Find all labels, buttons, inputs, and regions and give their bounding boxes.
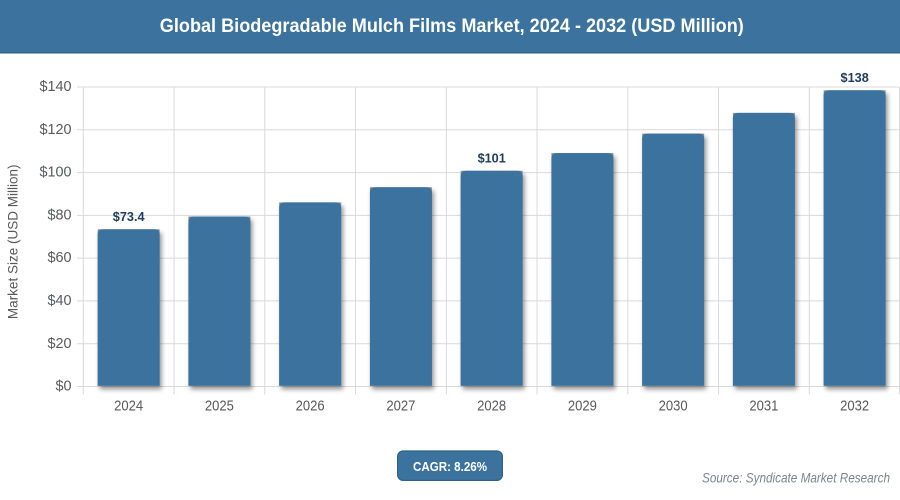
svg-text:CAGR: 8.26%: CAGR: 8.26% xyxy=(413,460,487,474)
svg-text:$40: $40 xyxy=(47,293,71,309)
svg-text:$80: $80 xyxy=(47,207,71,223)
svg-text:2032: 2032 xyxy=(840,399,869,415)
svg-text:2030: 2030 xyxy=(659,399,688,415)
svg-text:2028: 2028 xyxy=(477,399,506,415)
svg-text:$0: $0 xyxy=(55,379,71,395)
svg-text:$120: $120 xyxy=(39,122,71,138)
svg-text:Global Biodegradable Mulch Fil: Global Biodegradable Mulch Films Market,… xyxy=(160,15,744,37)
svg-text:$73.4: $73.4 xyxy=(113,210,145,224)
svg-text:Source: Syndicate Market Resea: Source: Syndicate Market Research xyxy=(702,471,890,486)
svg-text:$101: $101 xyxy=(478,151,506,165)
svg-text:$138: $138 xyxy=(841,71,869,85)
svg-text:2029: 2029 xyxy=(568,399,597,415)
svg-text:2024: 2024 xyxy=(114,399,143,415)
svg-text:2027: 2027 xyxy=(386,399,415,415)
svg-text:Market Size (USD Million): Market Size (USD Million) xyxy=(6,165,21,320)
svg-text:2026: 2026 xyxy=(296,399,325,415)
svg-text:2031: 2031 xyxy=(749,399,778,415)
svg-text:$20: $20 xyxy=(47,336,71,352)
svg-text:$140: $140 xyxy=(39,79,71,95)
svg-text:$60: $60 xyxy=(47,250,71,266)
svg-text:$100: $100 xyxy=(39,165,71,181)
svg-text:2025: 2025 xyxy=(205,399,234,415)
